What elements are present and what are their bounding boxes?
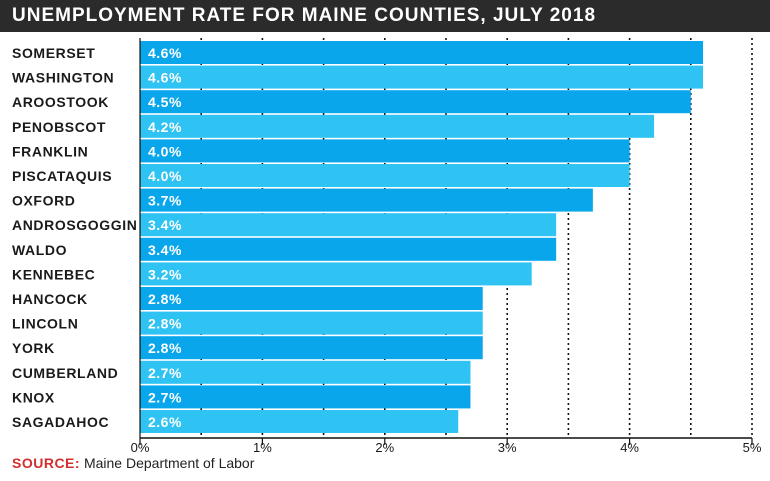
value-label: 2.7% [148,389,182,405]
value-label: 2.8% [148,340,182,356]
value-label: 4.6% [148,45,182,61]
x-tick-label: 5% [743,440,762,454]
category-label: HANCOCK [12,291,88,307]
bar [140,287,483,310]
bar [140,188,593,212]
value-label: 3.7% [148,193,182,209]
value-label: 4.0% [148,168,182,184]
source-text: Maine Department of Labor [80,455,255,471]
category-label: PISCATAQUIS [12,168,112,184]
category-label: OXFORD [12,193,76,209]
bar [140,164,630,187]
title-bar: UNEMPLOYMENT RATE FOR MAINE COUNTIES, JU… [0,0,770,32]
category-labels: SOMERSET WASHINGTON AROOSTOOK PENOBSCOT FRAN… [12,45,137,430]
x-tick-label: 2% [375,440,394,454]
bar [140,237,557,261]
value-label: 3.2% [148,266,182,282]
category-label: ANDROSGOGGIN [12,217,137,233]
category-label: LINCOLN [12,316,78,332]
category-label: KENNEBEC [12,266,95,282]
source-note: SOURCE: Maine Department of Labor [12,455,254,471]
bar [140,139,630,163]
value-label: 2.7% [148,365,182,381]
value-label: 2.8% [148,291,182,307]
category-label: WASHINGTON [12,70,114,86]
bar [140,90,691,114]
value-label: 2.8% [148,316,182,332]
bar [140,262,532,286]
value-label: 4.0% [148,143,182,159]
value-label: 3.4% [148,217,182,233]
value-label: 4.2% [148,119,182,135]
bars: 4.6% 4.6% 4.5% 4.2% 4.0% 4.0% 3.7% 3.4% 3.4% 3.2%… [140,41,704,433]
x-tick-label: 3% [498,440,517,454]
value-label: 4.6% [148,70,182,86]
x-tick-label: 0% [131,440,150,454]
category-label: WALDO [12,242,67,258]
category-label: CUMBERLAND [12,365,118,381]
bar [140,213,557,237]
category-label: SAGADAHOC [12,414,109,430]
category-label: PENOBSCOT [12,119,106,135]
bar [140,311,483,335]
category-label: KNOX [12,389,55,405]
x-tick-label: 4% [620,440,639,454]
category-label: AROOSTOOK [12,94,109,110]
x-tick-label: 1% [253,440,272,454]
bar [140,385,471,409]
source-key: SOURCE: [12,455,81,471]
bar [140,360,471,384]
bar [140,336,483,360]
value-label: 2.6% [148,414,182,430]
value-label: 4.5% [148,94,182,110]
category-label: SOMERSET [12,45,95,61]
bar [140,65,704,89]
category-label: YORK [12,340,55,356]
bar [140,410,459,433]
value-label: 3.4% [148,242,182,258]
x-axis: 0% 1% 2% 3% 4% 5% [131,38,762,454]
bar [140,41,704,64]
bar-chart: 4.6% 4.6% 4.5% 4.2% 4.0% 4.0% 3.7% 3.4% 3.4% 3.2%… [12,38,762,454]
bar [140,114,655,138]
category-label: FRANKLIN [12,143,88,159]
chart-title: UNEMPLOYMENT RATE FOR MAINE COUNTIES, JU… [12,5,597,26]
